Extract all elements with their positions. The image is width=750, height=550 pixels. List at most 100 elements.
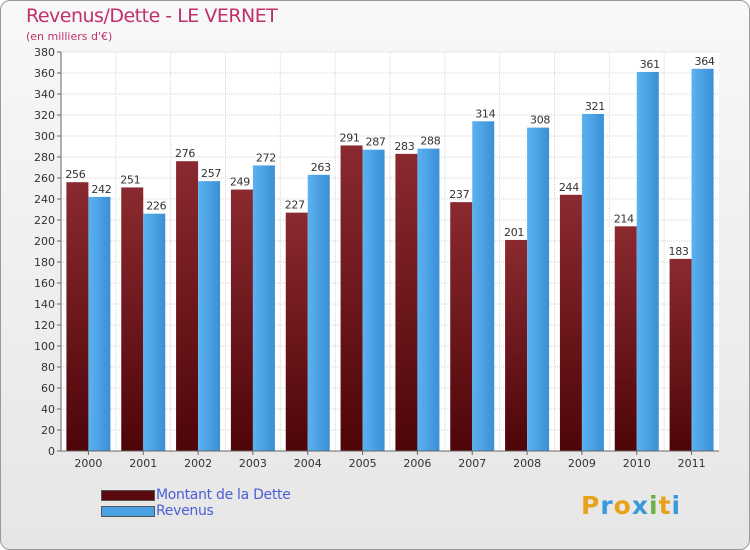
y-tick-label: 360	[34, 67, 55, 80]
logo-letter: o	[613, 491, 632, 520]
bar-revenus	[307, 174, 330, 451]
y-tick-label: 40	[41, 403, 55, 416]
data-label-revenus: 321	[585, 100, 605, 113]
data-label-revenus: 361	[640, 58, 660, 71]
x-tick-label: 2011	[678, 457, 706, 470]
x-tick-label: 2004	[294, 457, 322, 470]
bar-revenus	[88, 196, 111, 451]
grid	[61, 51, 719, 452]
legend-swatch-dette	[101, 490, 155, 501]
bar-revenus	[527, 127, 550, 451]
legend-label-dette: Montant de la Dette	[156, 487, 291, 503]
legend-swatch-revenus	[101, 506, 155, 517]
bars	[66, 68, 714, 452]
x-tick-label: 2002	[184, 457, 212, 470]
logo-letter: P	[581, 491, 601, 520]
y-tick-label: 140	[34, 298, 55, 311]
bar-dette	[395, 153, 418, 451]
y-tick-label: 320	[34, 109, 55, 122]
data-label-dette: 256	[65, 168, 85, 181]
data-label-revenus: 272	[256, 151, 276, 164]
data-label-dette: 227	[285, 199, 305, 212]
y-tick-label: 280	[34, 151, 55, 164]
data-label-dette: 251	[120, 173, 140, 186]
logo-letter: i	[671, 491, 682, 520]
bar-dette	[176, 161, 199, 451]
legend-label-revenus: Revenus	[156, 503, 214, 519]
data-label-revenus: 314	[475, 107, 495, 120]
data-label-revenus: 242	[91, 183, 111, 196]
data-label-dette: 244	[559, 181, 579, 194]
logo-letter: x	[631, 491, 649, 520]
bar-dette	[121, 187, 144, 451]
data-label-dette: 201	[504, 226, 524, 239]
bar-dette	[285, 212, 308, 451]
data-label-revenus: 308	[530, 114, 550, 127]
data-label-dette: 249	[230, 176, 250, 189]
data-labels: 256 242 251 226 276 257 249 272 227 263 291 287 283 2…	[65, 55, 715, 258]
bar-chart: 256 242 251 226 276 257 249 272 227 263 291 287 283 2…	[34, 46, 719, 470]
data-label-dette: 237	[449, 188, 469, 201]
x-tick-label: 2010	[623, 457, 651, 470]
data-label-revenus: 263	[311, 161, 331, 174]
bar-revenus	[362, 149, 385, 451]
x-tick-label: 2000	[74, 457, 102, 470]
y-tick-label: 20	[41, 424, 55, 437]
logo-letter: t	[658, 491, 672, 520]
x-tick-label: 2008	[513, 457, 541, 470]
y-tick-label: 100	[34, 340, 55, 353]
bar-revenus	[143, 213, 166, 451]
y-tick-label: 380	[34, 46, 55, 59]
bar-revenus	[472, 121, 495, 452]
data-label-revenus: 364	[695, 55, 715, 68]
y-tick-label: 120	[34, 319, 55, 332]
y-tick-label: 260	[34, 172, 55, 185]
data-label-revenus: 257	[201, 167, 221, 180]
x-tick-label: 2005	[349, 457, 377, 470]
y-tick-label: 180	[34, 256, 55, 269]
bar-dette	[505, 239, 528, 451]
x-tick-label: 2007	[458, 457, 486, 470]
y-tick-label: 80	[41, 361, 55, 374]
x-tick-label: 2009	[568, 457, 596, 470]
bar-revenus	[198, 181, 221, 451]
proxiti-logo: Proxiti	[581, 491, 681, 520]
y-tick-label: 60	[41, 382, 55, 395]
bar-revenus	[581, 113, 604, 451]
y-tick-label: 240	[34, 193, 55, 206]
x-tick-label: 2001	[129, 457, 157, 470]
bar-dette	[340, 145, 363, 451]
bar-dette	[230, 189, 253, 452]
chart-subtitle: (en milliers d'€)	[26, 30, 113, 43]
data-label-revenus: 287	[366, 136, 386, 149]
data-label-dette: 214	[614, 212, 634, 225]
data-label-dette: 183	[669, 245, 689, 258]
chart-title: Revenus/Dette - LE VERNET	[26, 5, 278, 27]
bar-dette	[614, 226, 637, 451]
bar-dette	[66, 182, 89, 451]
bar-dette	[450, 202, 473, 451]
bar-dette	[559, 194, 582, 452]
data-label-revenus: 226	[146, 200, 166, 213]
y-tick-label: 160	[34, 277, 55, 290]
logo-letter: r	[600, 491, 614, 520]
y-tick-label: 300	[34, 130, 55, 143]
x-tick-label: 2006	[403, 457, 431, 470]
data-label-dette: 283	[394, 140, 414, 153]
bar-dette	[669, 258, 692, 451]
y-tick-label: 220	[34, 214, 55, 227]
bar-revenus	[252, 165, 275, 451]
bar-revenus	[691, 68, 714, 452]
data-label-dette: 276	[175, 147, 195, 160]
y-tick-label: 200	[34, 235, 55, 248]
data-label-revenus: 288	[420, 135, 440, 148]
y-tick-label: 0	[48, 445, 55, 458]
logo-letter: i	[649, 491, 659, 520]
data-label-dette: 291	[340, 131, 360, 144]
x-tick-label: 2003	[239, 457, 267, 470]
y-tick-label: 340	[34, 88, 55, 101]
axes: 0 20 40 60 80 100 120 140 160 180 200 220 240 260 280 3…	[34, 46, 719, 470]
bar-revenus	[636, 71, 659, 451]
bar-revenus	[417, 148, 440, 451]
